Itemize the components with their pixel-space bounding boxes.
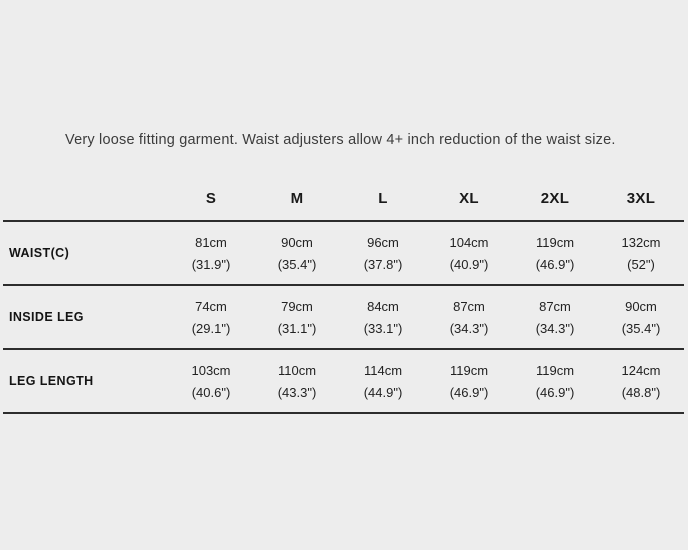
cm-value: 87cm — [539, 299, 571, 314]
inch-value: (52") — [627, 257, 655, 272]
inch-value: (37.8") — [363, 257, 403, 272]
cm-value: 90cm — [281, 235, 313, 250]
inch-value: (40.9") — [449, 257, 489, 272]
cm-value: 110cm — [277, 363, 317, 378]
inch-value: (35.4") — [621, 321, 661, 336]
inch-value: (48.8") — [621, 385, 661, 400]
size-column-header-m: M — [290, 189, 304, 207]
row-label-leg-length: LEG LENGTH — [9, 374, 94, 388]
inch-value: (31.1") — [277, 321, 317, 336]
size-header-row: S M L XL 2XL 3XL — [3, 176, 684, 222]
inside-leg-value-m: 79cm (31.1") — [254, 294, 340, 340]
inch-value: (34.3") — [449, 321, 489, 336]
cm-value: 119cm — [535, 235, 575, 250]
cm-value: 81cm — [195, 235, 227, 250]
inch-value: (29.1") — [191, 321, 231, 336]
cm-value: 90cm — [625, 299, 657, 314]
inside-leg-value-l: 84cm (33.1") — [340, 294, 426, 340]
waist-value-s: 81cm (31.9") — [168, 230, 254, 276]
size-chart-table: S M L XL 2XL 3XL WAIST(C) 81cm (31.9") 9… — [3, 176, 684, 414]
cm-value: 74cm — [195, 299, 227, 314]
cm-value: 96cm — [367, 235, 399, 250]
size-column-header-s: S — [205, 189, 217, 207]
cm-value: 119cm — [449, 363, 489, 378]
row-label-waist: WAIST(C) — [9, 246, 70, 260]
cm-value: 119cm — [535, 363, 575, 378]
waist-value-l: 96cm (37.8") — [340, 230, 426, 276]
waist-value-3xl: 132cm (52") — [598, 230, 684, 276]
inch-value: (46.9") — [535, 257, 575, 272]
cm-value: 79cm — [281, 299, 313, 314]
table-row-leg-length: LEG LENGTH 103cm (40.6") 110cm (43.3") 1… — [3, 350, 684, 414]
leg-length-value-l: 114cm (44.9") — [340, 358, 426, 404]
inside-leg-value-3xl: 90cm (35.4") — [598, 294, 684, 340]
table-row-inside-leg: INSIDE LEG 74cm (29.1") 79cm (31.1") 84c… — [3, 286, 684, 350]
inside-leg-value-xl: 87cm (34.3") — [426, 294, 512, 340]
size-column-header-xl: XL — [459, 189, 479, 207]
leg-length-value-3xl: 124cm (48.8") — [598, 358, 684, 404]
inside-leg-value-2xl: 87cm (34.3") — [512, 294, 598, 340]
inch-value: (35.4") — [277, 257, 317, 272]
inch-value: (33.1") — [363, 321, 403, 336]
inch-value: (46.9") — [449, 385, 489, 400]
cm-value: 124cm — [621, 363, 661, 378]
leg-length-value-s: 103cm (40.6") — [168, 358, 254, 404]
size-column-header-l: L — [378, 189, 388, 207]
inch-value: (40.6") — [191, 385, 231, 400]
size-column-header-2xl: 2XL — [540, 189, 570, 207]
leg-length-value-2xl: 119cm (46.9") — [512, 358, 598, 404]
waist-value-xl: 104cm (40.9") — [426, 230, 512, 276]
inside-leg-value-s: 74cm (29.1") — [168, 294, 254, 340]
cm-value: 114cm — [363, 363, 403, 378]
cm-value: 104cm — [449, 235, 489, 250]
inch-value: (31.9") — [191, 257, 231, 272]
inch-value: (46.9") — [535, 385, 575, 400]
fit-description-text: Very loose fitting garment. Waist adjust… — [65, 131, 616, 148]
cm-value: 103cm — [191, 363, 231, 378]
inch-value: (44.9") — [363, 385, 403, 400]
leg-length-value-xl: 119cm (46.9") — [426, 358, 512, 404]
waist-value-2xl: 119cm (46.9") — [512, 230, 598, 276]
cm-value: 132cm — [621, 235, 661, 250]
table-row-waist: WAIST(C) 81cm (31.9") 90cm (35.4") 96cm … — [3, 222, 684, 286]
size-column-header-3xl: 3XL — [626, 189, 656, 207]
leg-length-value-m: 110cm (43.3") — [254, 358, 340, 404]
inch-value: (43.3") — [277, 385, 317, 400]
inch-value: (34.3") — [535, 321, 575, 336]
cm-value: 87cm — [453, 299, 485, 314]
row-label-inside-leg: INSIDE LEG — [9, 310, 84, 324]
cm-value: 84cm — [367, 299, 399, 314]
waist-value-m: 90cm (35.4") — [254, 230, 340, 276]
